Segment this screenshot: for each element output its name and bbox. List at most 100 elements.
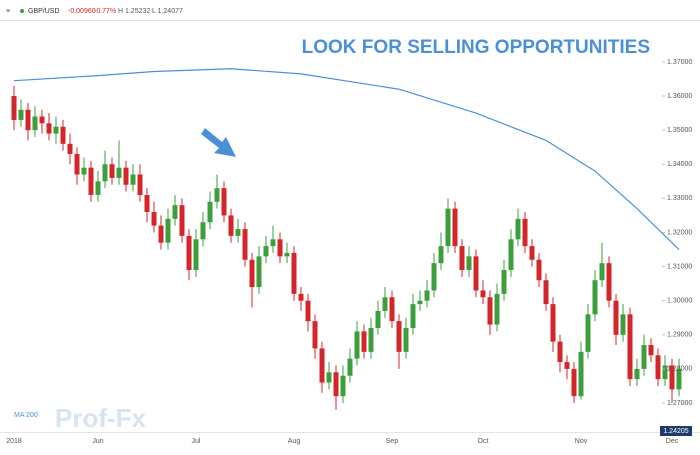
y-tick-label: 1.29000 — [667, 332, 692, 339]
candle-body — [319, 348, 325, 383]
symbol[interactable]: GBP/USD — [28, 8, 60, 15]
candle-body — [291, 252, 297, 294]
candle-body — [431, 263, 437, 291]
candle-body — [88, 167, 94, 195]
candle-body — [515, 218, 521, 240]
x-tick-label: 2018 — [6, 438, 22, 445]
candle-body — [340, 375, 346, 397]
candle-body — [459, 246, 465, 270]
candle-body — [648, 345, 654, 356]
candle-body — [410, 304, 416, 328]
x-tick-label: Nov — [575, 438, 588, 445]
candle-body — [606, 263, 612, 301]
candle-body — [466, 256, 472, 270]
y-tick-label: 1.36000 — [667, 93, 692, 100]
candle-body — [11, 96, 17, 120]
y-tick-label: 1.37000 — [667, 59, 692, 66]
x-tick-label: Dec — [666, 438, 679, 445]
candle-body — [375, 310, 381, 328]
candle-body — [522, 218, 528, 247]
candle-body — [473, 256, 479, 291]
candle-body — [60, 126, 66, 144]
candle-body — [676, 368, 682, 390]
candle-body — [403, 327, 409, 352]
candle-body — [284, 252, 290, 257]
candle-body — [452, 208, 458, 247]
y-tick-label: 1.35000 — [667, 127, 692, 134]
change-pct: -0.77% — [94, 8, 116, 15]
candle-body — [438, 246, 444, 264]
candle-body — [270, 239, 276, 247]
candle-body — [235, 229, 241, 236]
candle-body — [508, 239, 514, 270]
candle-body — [494, 293, 500, 325]
candle-body — [123, 167, 129, 185]
candle-body — [18, 109, 24, 120]
candle-body — [543, 280, 549, 305]
y-tick-label: 1.28000 — [667, 366, 692, 373]
candle-body — [144, 194, 150, 213]
candle-body — [95, 181, 101, 195]
candle-body — [326, 372, 332, 383]
candle-body — [445, 208, 451, 247]
candle-body — [298, 293, 304, 301]
candle-body — [39, 116, 45, 124]
candle-body — [634, 368, 640, 380]
candle-body — [228, 215, 234, 236]
arrow — [201, 128, 236, 157]
y-tick-label: 1.30000 — [667, 298, 692, 305]
candle-body — [487, 297, 493, 325]
candle-body — [165, 218, 171, 243]
candle-body — [620, 314, 626, 335]
candle-body — [277, 239, 283, 257]
candle-body — [599, 263, 605, 281]
candle-body — [186, 235, 192, 270]
candle-body — [32, 116, 38, 131]
candle-body — [641, 345, 647, 369]
candle-body — [102, 164, 108, 182]
candle-body — [529, 246, 535, 260]
candle-body — [333, 372, 339, 397]
candle-body — [585, 314, 591, 352]
candle-body — [200, 222, 206, 240]
candle-body — [81, 167, 87, 175]
candle-body — [550, 304, 556, 342]
candle-body — [613, 300, 619, 335]
candle-body — [130, 174, 136, 185]
candle-body — [662, 365, 668, 380]
candle-body — [256, 256, 262, 288]
candle-body — [396, 321, 402, 352]
x-tick-label: Jul — [192, 438, 201, 445]
candle-body — [179, 205, 185, 236]
x-tick-label: Jun — [92, 438, 103, 445]
y-tick-label: 1.32000 — [667, 229, 692, 236]
candle-body — [655, 355, 661, 380]
candle-body — [669, 365, 675, 390]
candle-body — [74, 154, 80, 175]
candle-body — [151, 212, 157, 226]
candle-body — [305, 300, 311, 322]
candle-body — [480, 290, 486, 298]
candle-body — [312, 321, 318, 349]
candle-body — [592, 280, 598, 315]
status-dot — [20, 9, 24, 13]
candle-body — [382, 297, 388, 311]
candle-body — [46, 123, 52, 134]
candle-body — [578, 351, 584, 397]
price-tag: 1.24205 — [663, 428, 688, 435]
candle-body — [389, 297, 395, 322]
candle-body — [221, 188, 227, 216]
header-high: H 1.25232 — [118, 8, 150, 15]
candle-body — [417, 300, 423, 305]
ma-legend: MA 200 — [14, 412, 38, 419]
menu-icon[interactable]: ≡ — [6, 8, 10, 15]
ma-line — [13, 68, 680, 250]
y-tick-label: 1.34000 — [667, 161, 692, 168]
y-tick-label: 1.33000 — [667, 195, 692, 202]
candle-body — [53, 126, 59, 134]
candle-body — [25, 109, 31, 131]
candle-body — [158, 225, 164, 243]
